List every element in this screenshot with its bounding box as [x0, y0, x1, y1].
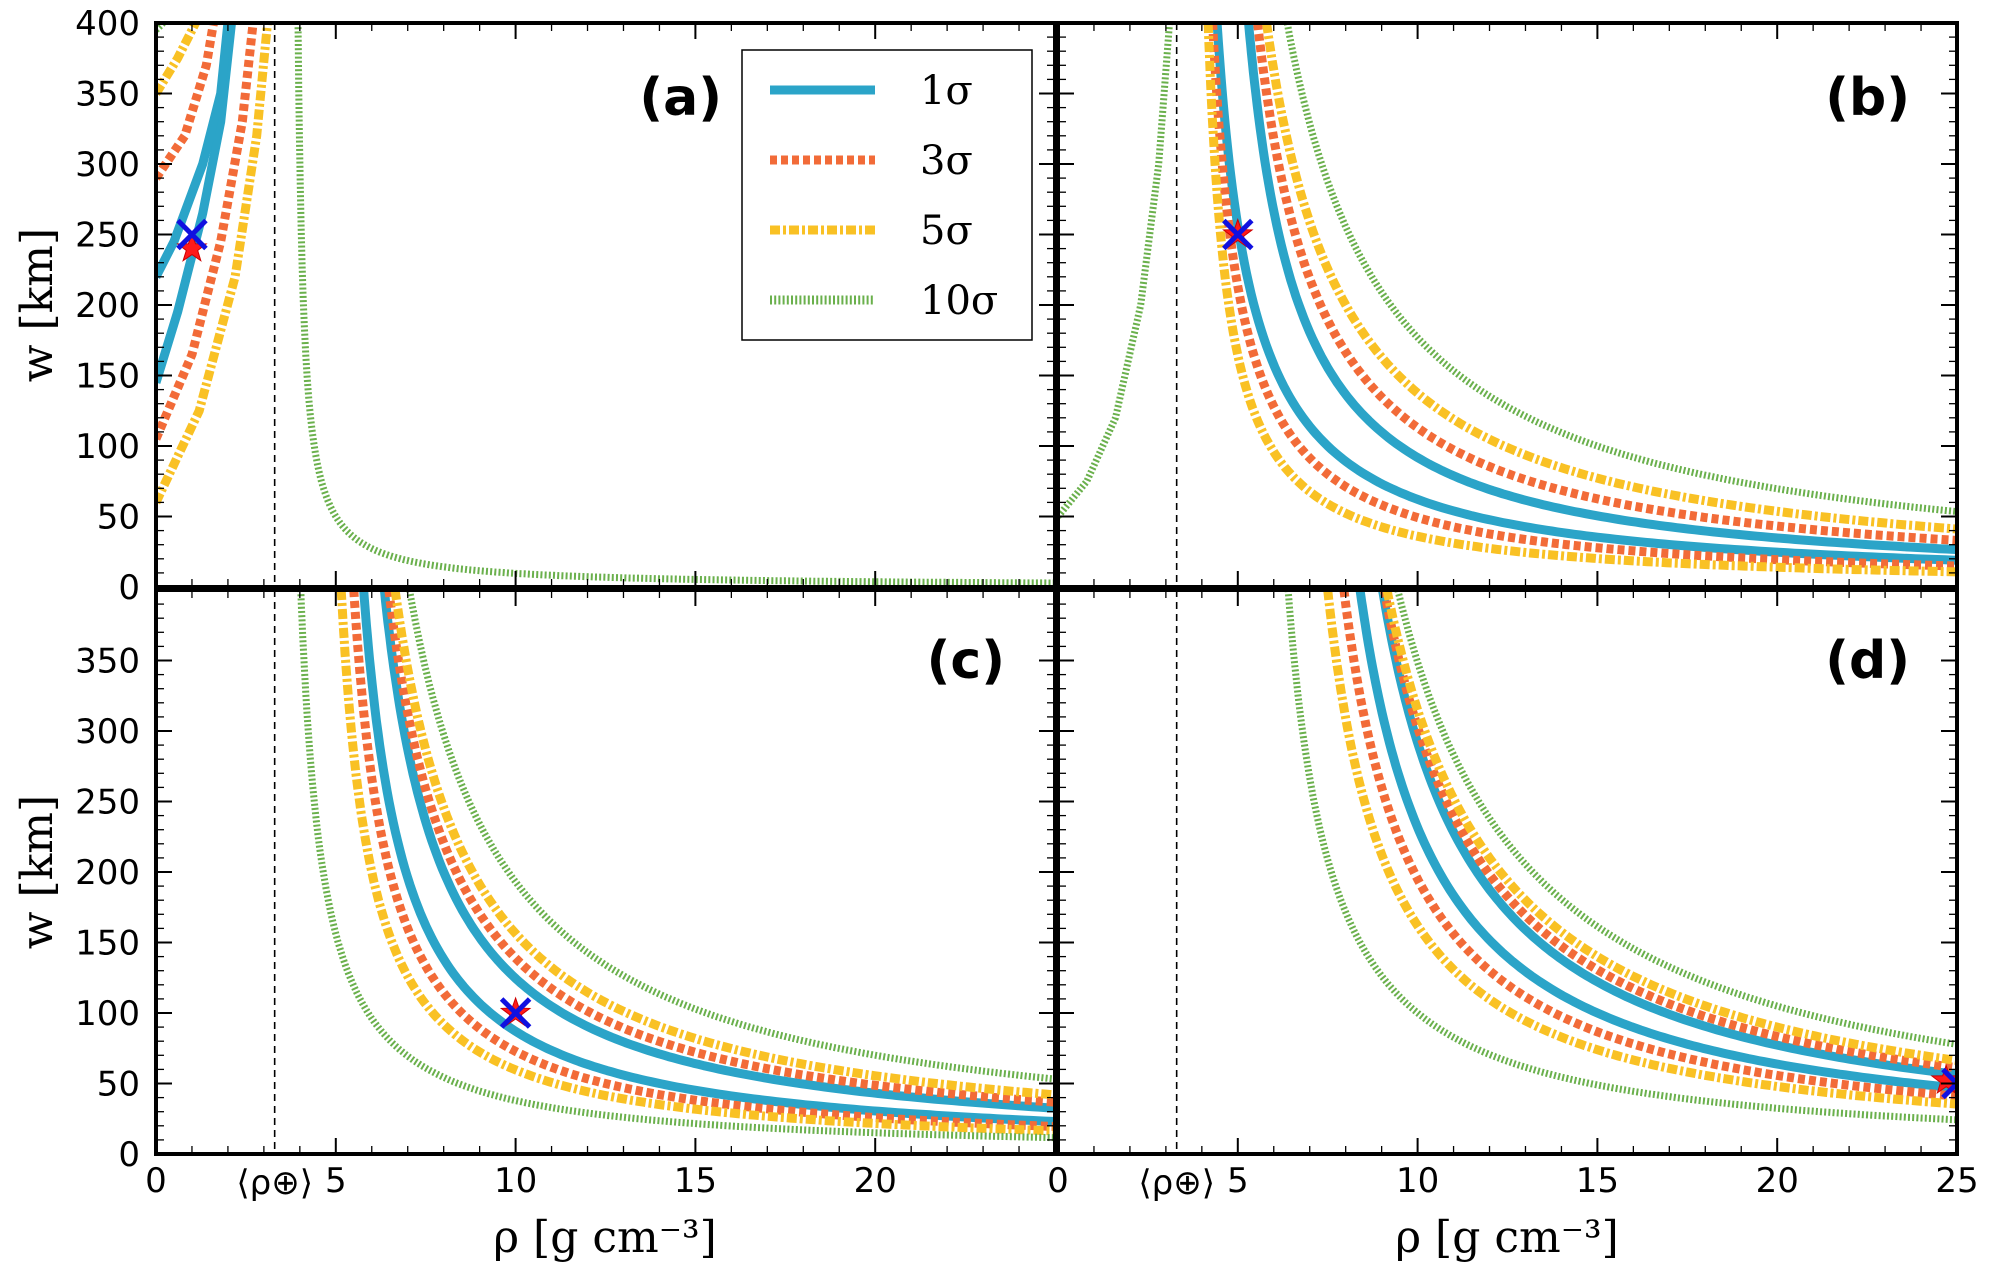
y-tick-label-bottom: 200: [75, 853, 140, 893]
contour-c-1sigma-0: [359, 590, 1055, 1127]
y-tick-label-top: 100: [75, 427, 140, 467]
x-tick-label: 15: [1576, 1161, 1619, 1201]
contour-d-3sigma-2: [1339, 590, 1957, 1101]
y-axis-label-top: w [km]: [12, 228, 63, 382]
contour-d-5sigma-5: [1382, 590, 1957, 1066]
contour-b-3sigma-3: [1253, 23, 1957, 545]
contour-a-3sigma-1-outer: [156, 23, 218, 181]
contour-b-3sigma-2: [1208, 23, 1957, 571]
panel-label-a: (a): [639, 68, 722, 128]
contour-a-5sigma-2-outer: [156, 23, 200, 96]
panel-label-b: (b): [1825, 68, 1910, 128]
contour-c-1sigma-1: [379, 590, 1055, 1113]
panel-a: [156, 23, 1055, 587]
contour-b-1sigma-0: [1212, 23, 1957, 565]
contour-d-1sigma-0: [1355, 590, 1957, 1093]
contour-b-5sigma-5: [1262, 23, 1957, 534]
y-tick-label-top: 250: [75, 216, 140, 256]
legend: 1σ 3σ 5σ 10σ: [741, 49, 1033, 341]
contour-a-10sigma-3: [294, 23, 1055, 587]
contour-c-3sigma-2: [349, 590, 1055, 1131]
y-tick-label-bottom: 250: [75, 783, 140, 823]
y-tick-label-top: 150: [75, 357, 140, 397]
x-tick-label: 20: [1756, 1161, 1799, 1201]
x-tick-label: 0: [145, 1161, 167, 1201]
x-tick-label: 5: [1227, 1161, 1249, 1201]
panel-b: [1058, 23, 1957, 587]
legend-label-10sigma: 10σ: [920, 278, 998, 324]
contour-d-1sigma-1: [1378, 590, 1957, 1079]
legend-label-1sigma: 1σ: [920, 68, 973, 114]
panel-frame-b: [1056, 21, 1959, 589]
panel-label-d: (d): [1825, 631, 1910, 691]
contour-c-5sigma-4: [336, 590, 1055, 1136]
legend-box: [741, 49, 1033, 341]
x-axis-label-right: ρ [g cm⁻³]: [1395, 1212, 1619, 1263]
contour-b-10sigma-6: [1283, 23, 1957, 516]
x-tick-label: 25: [1935, 1161, 1978, 1201]
mean-density-label: ⟨ρ⊕⟩: [236, 1163, 313, 1203]
mean-density-label: ⟨ρ⊕⟩: [1138, 1163, 1215, 1203]
x-tick-label: 15: [674, 1161, 717, 1201]
panel-frame-a: [154, 21, 1057, 589]
panel-frame-d: [1056, 588, 1959, 1156]
contour-a-1sigma-0-outer: [156, 23, 233, 279]
y-axis-label-bottom: w [km]: [12, 795, 63, 949]
x-tick-label: 20: [854, 1161, 897, 1201]
contour-c-5sigma-5: [390, 590, 1055, 1100]
contour-b-10sigma-7: [1058, 23, 1173, 519]
contour-b-1sigma-1: [1244, 23, 1957, 555]
x-tick-label: 0: [1047, 1161, 1069, 1201]
contour-d-10sigma-6: [1284, 590, 1957, 1124]
true-value-marker-d: [1941, 1067, 1957, 1100]
contour-c-3sigma-3: [384, 590, 1055, 1107]
panel-d: [1175, 590, 1957, 1154]
y-tick-label-top: 50: [97, 498, 140, 538]
x-tick-label: 10: [494, 1161, 537, 1201]
contour-d-5sigma-4: [1323, 590, 1957, 1109]
contour-a-5sigma-2-inner: [156, 23, 272, 505]
contour-d-10sigma-7: [1394, 590, 1957, 1048]
x-axis-label-left: ρ [g cm⁻³]: [493, 1212, 717, 1263]
contour-a-3sigma-1-inner: [156, 23, 258, 441]
y-tick-label-bottom: 50: [97, 1065, 140, 1105]
axes-overlay: 0050501001001501502002002502503003003503…: [75, 4, 1979, 1203]
y-tick-label-bottom: 350: [75, 642, 140, 682]
true-value-marker-c: [499, 997, 532, 1029]
true-value-marker-a: [176, 218, 208, 251]
contour-b-5sigma-4: [1203, 23, 1957, 577]
true-value-marker-b: [1222, 218, 1254, 251]
panel-frame-c: [154, 588, 1057, 1156]
x-tick-label: 10: [1396, 1161, 1439, 1201]
y-tick-label-top: 400: [75, 4, 140, 44]
y-tick-label-bottom: 300: [75, 712, 140, 752]
y-tick-label-top: 0: [118, 568, 140, 608]
legend-label-3sigma: 3σ: [920, 138, 973, 184]
y-tick-label-top: 350: [75, 75, 140, 115]
panel-c: [273, 590, 1055, 1154]
y-tick-label-bottom: 100: [75, 994, 140, 1034]
y-tick-label-top: 200: [75, 286, 140, 326]
contour-c-10sigma-7: [406, 590, 1055, 1083]
legend-label-5sigma: 5σ: [920, 208, 973, 254]
y-tick-label-top: 300: [75, 145, 140, 185]
panel-label-c: (c): [927, 631, 1005, 691]
x-tick-label: 5: [325, 1161, 347, 1201]
contour-d-3sigma-3: [1379, 590, 1957, 1073]
y-tick-label-bottom: 150: [75, 924, 140, 964]
y-tick-label-bottom: 0: [118, 1135, 140, 1175]
